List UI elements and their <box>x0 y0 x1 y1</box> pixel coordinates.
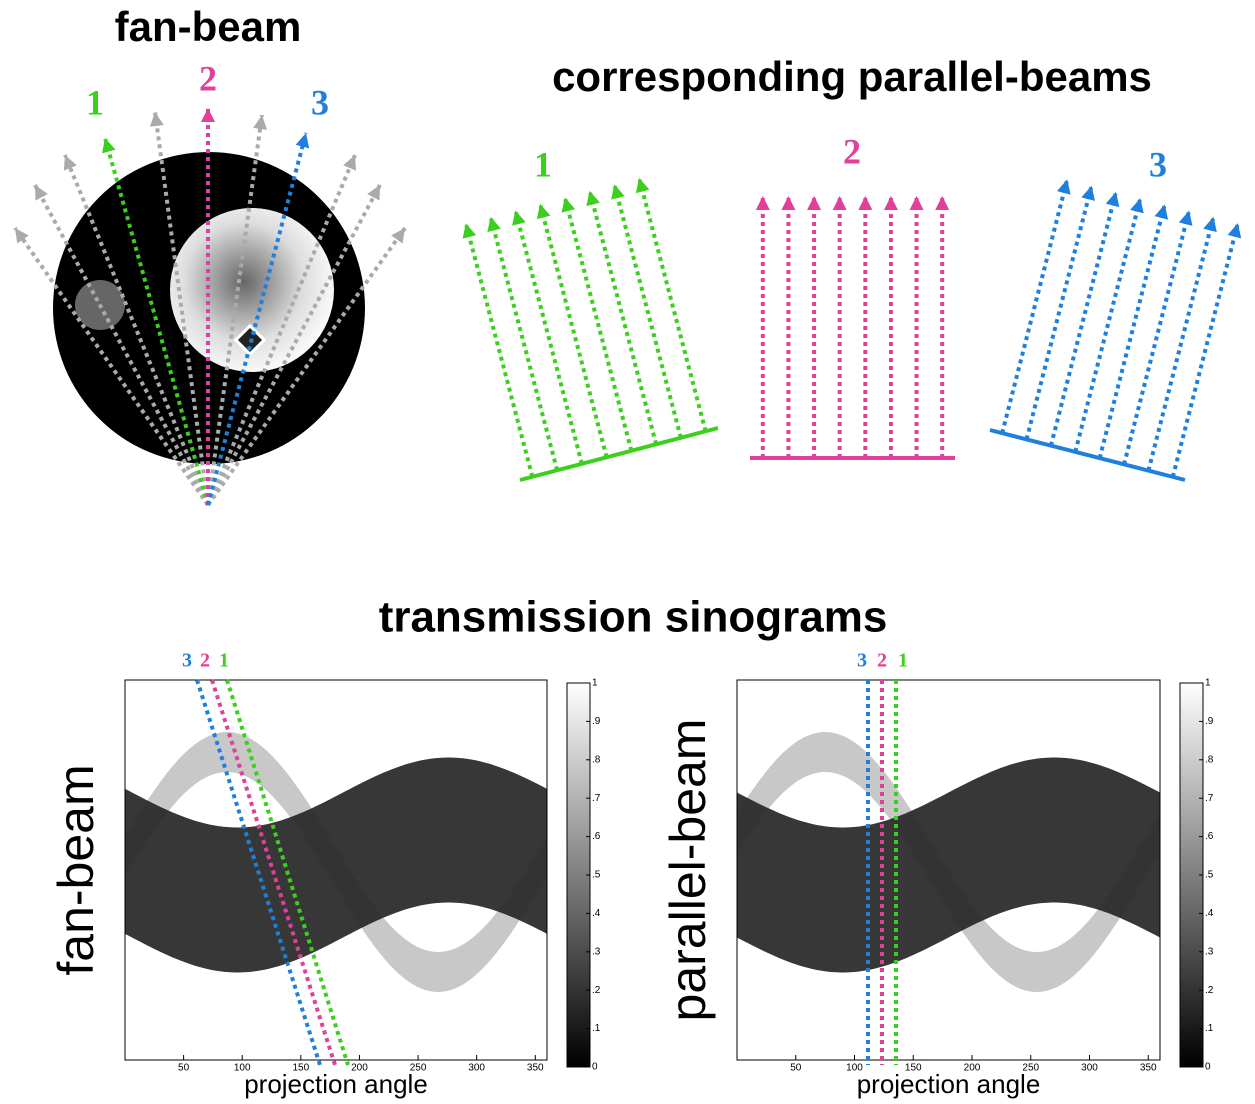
projection-label: 2 <box>877 650 887 672</box>
colorbar-tick-label: .6 <box>1205 831 1214 842</box>
parallel-ray <box>1075 198 1140 452</box>
colorbar-tick-label: .7 <box>592 793 601 804</box>
fan-ray-2-head <box>201 108 215 122</box>
parallel-title: corresponding parallel-beams <box>552 53 1152 100</box>
colorbar-tick-label: 0 <box>1205 1062 1211 1073</box>
parallel-ray-head <box>636 178 650 193</box>
x-tick-label: 50 <box>790 1063 802 1074</box>
colorbar-tick-label: .8 <box>1205 754 1214 765</box>
beam-label: 2 <box>843 131 861 171</box>
parallel-ray-head <box>1203 217 1217 232</box>
colorbar-tick-label: 1 <box>592 678 598 689</box>
fan-ray-label: 3 <box>311 82 329 122</box>
projection-label: 2 <box>200 650 210 672</box>
projection-label: 1 <box>219 650 229 672</box>
colorbar-tick-label: .2 <box>592 985 601 996</box>
fan-ray-3-head <box>296 133 310 148</box>
x-tick-label: 300 <box>468 1063 485 1074</box>
fan-ray-head <box>343 155 356 171</box>
parallel-ray <box>1027 186 1092 440</box>
parallel-ray-head <box>586 191 600 206</box>
colorbar-tick-label: .7 <box>1205 793 1214 804</box>
colorbar-tick-label: .1 <box>592 1023 601 1034</box>
parallel-ray <box>565 197 632 450</box>
parallel-ray-head <box>807 196 821 210</box>
beam-label: 1 <box>534 144 552 184</box>
parallel-ray-head <box>487 217 501 232</box>
colorbar-tick-label: .3 <box>1205 946 1214 957</box>
sinogram-title: transmission sinograms <box>379 593 888 642</box>
parallel-ray <box>515 210 582 463</box>
parallel-ray-head <box>512 210 526 225</box>
parallel-ray-head <box>756 196 770 210</box>
projection-label: 1 <box>898 650 908 672</box>
fan-ray-label: 2 <box>199 58 217 98</box>
colorbar-tick-label: .8 <box>592 754 601 765</box>
colorbar-tick-label: .1 <box>1205 1023 1214 1034</box>
parallel-ray-head <box>1179 211 1193 226</box>
fan-ray-head <box>253 115 267 130</box>
parallel-ray-head <box>935 196 949 210</box>
colorbar-tick-label: .4 <box>592 908 601 919</box>
colorbar-tick-label: .5 <box>592 870 601 881</box>
x-axis-label: projection angle <box>244 1069 428 1099</box>
x-tick-label: 50 <box>178 1063 190 1074</box>
parallel-ray <box>1148 217 1213 471</box>
colorbar-tick-label: 1 <box>1205 678 1211 689</box>
fan-ray-head <box>367 185 380 201</box>
parallel-ray <box>614 184 681 437</box>
colorbar-tick-label: .9 <box>592 716 601 727</box>
parallel-ray-head <box>1106 192 1120 207</box>
parallel-ray-head <box>537 204 551 219</box>
colorbar-tick-label: .2 <box>1205 985 1214 996</box>
y-axis-label: fan-beam <box>48 764 104 975</box>
parallel-ray <box>1100 204 1165 458</box>
x-tick-label: 300 <box>1081 1063 1098 1074</box>
parallel-ray-head <box>562 197 576 212</box>
parallel-ray <box>590 191 657 444</box>
colorbar-tick-label: .6 <box>592 831 601 842</box>
colorbar-tick-label: .5 <box>1205 870 1214 881</box>
parallel-ray <box>1051 192 1116 446</box>
x-tick-label: 350 <box>527 1063 544 1074</box>
y-axis-label: parallel-beam <box>660 719 716 1022</box>
parallel-ray-head <box>463 223 477 238</box>
parallel-ray <box>1173 223 1238 477</box>
parallel-ray-head <box>858 196 872 210</box>
parallel-ray-head <box>1057 179 1071 194</box>
fan-beam-title: fan-beam <box>115 3 302 50</box>
fan-ray-head <box>35 185 48 201</box>
parallel-ray <box>466 223 533 476</box>
parallel-ray-head <box>1228 223 1242 238</box>
projection-label: 3 <box>857 650 867 672</box>
parallel-ray-head <box>1155 204 1169 219</box>
figure: fan-beam corresponding parallel-beams tr… <box>0 0 1255 1104</box>
parallel-ray <box>1124 211 1189 465</box>
parallel-ray-head <box>611 184 625 199</box>
parallel-ray-head <box>781 196 795 210</box>
parallel-ray <box>540 204 607 457</box>
fan-ray-label: 1 <box>86 82 104 122</box>
colorbar-tick-label: .9 <box>1205 716 1214 727</box>
colorbar-tick-label: 0 <box>592 1062 598 1073</box>
parallel-ray-head <box>1130 198 1144 213</box>
x-tick-label: 350 <box>1140 1063 1157 1074</box>
colorbar-tick-label: .4 <box>1205 908 1214 919</box>
beam-label: 3 <box>1149 144 1167 184</box>
parallel-ray <box>1002 179 1067 433</box>
parallel-ray <box>639 178 706 431</box>
parallel-ray-head <box>884 196 898 210</box>
parallel-ray-head <box>833 196 847 210</box>
parallel-ray <box>491 217 558 470</box>
colorbar-tick-label: .3 <box>592 946 601 957</box>
x-axis-label: projection angle <box>857 1069 1041 1099</box>
parallel-ray-head <box>1081 186 1095 201</box>
projection-label: 3 <box>182 650 192 672</box>
parallel-ray-head <box>910 196 924 210</box>
